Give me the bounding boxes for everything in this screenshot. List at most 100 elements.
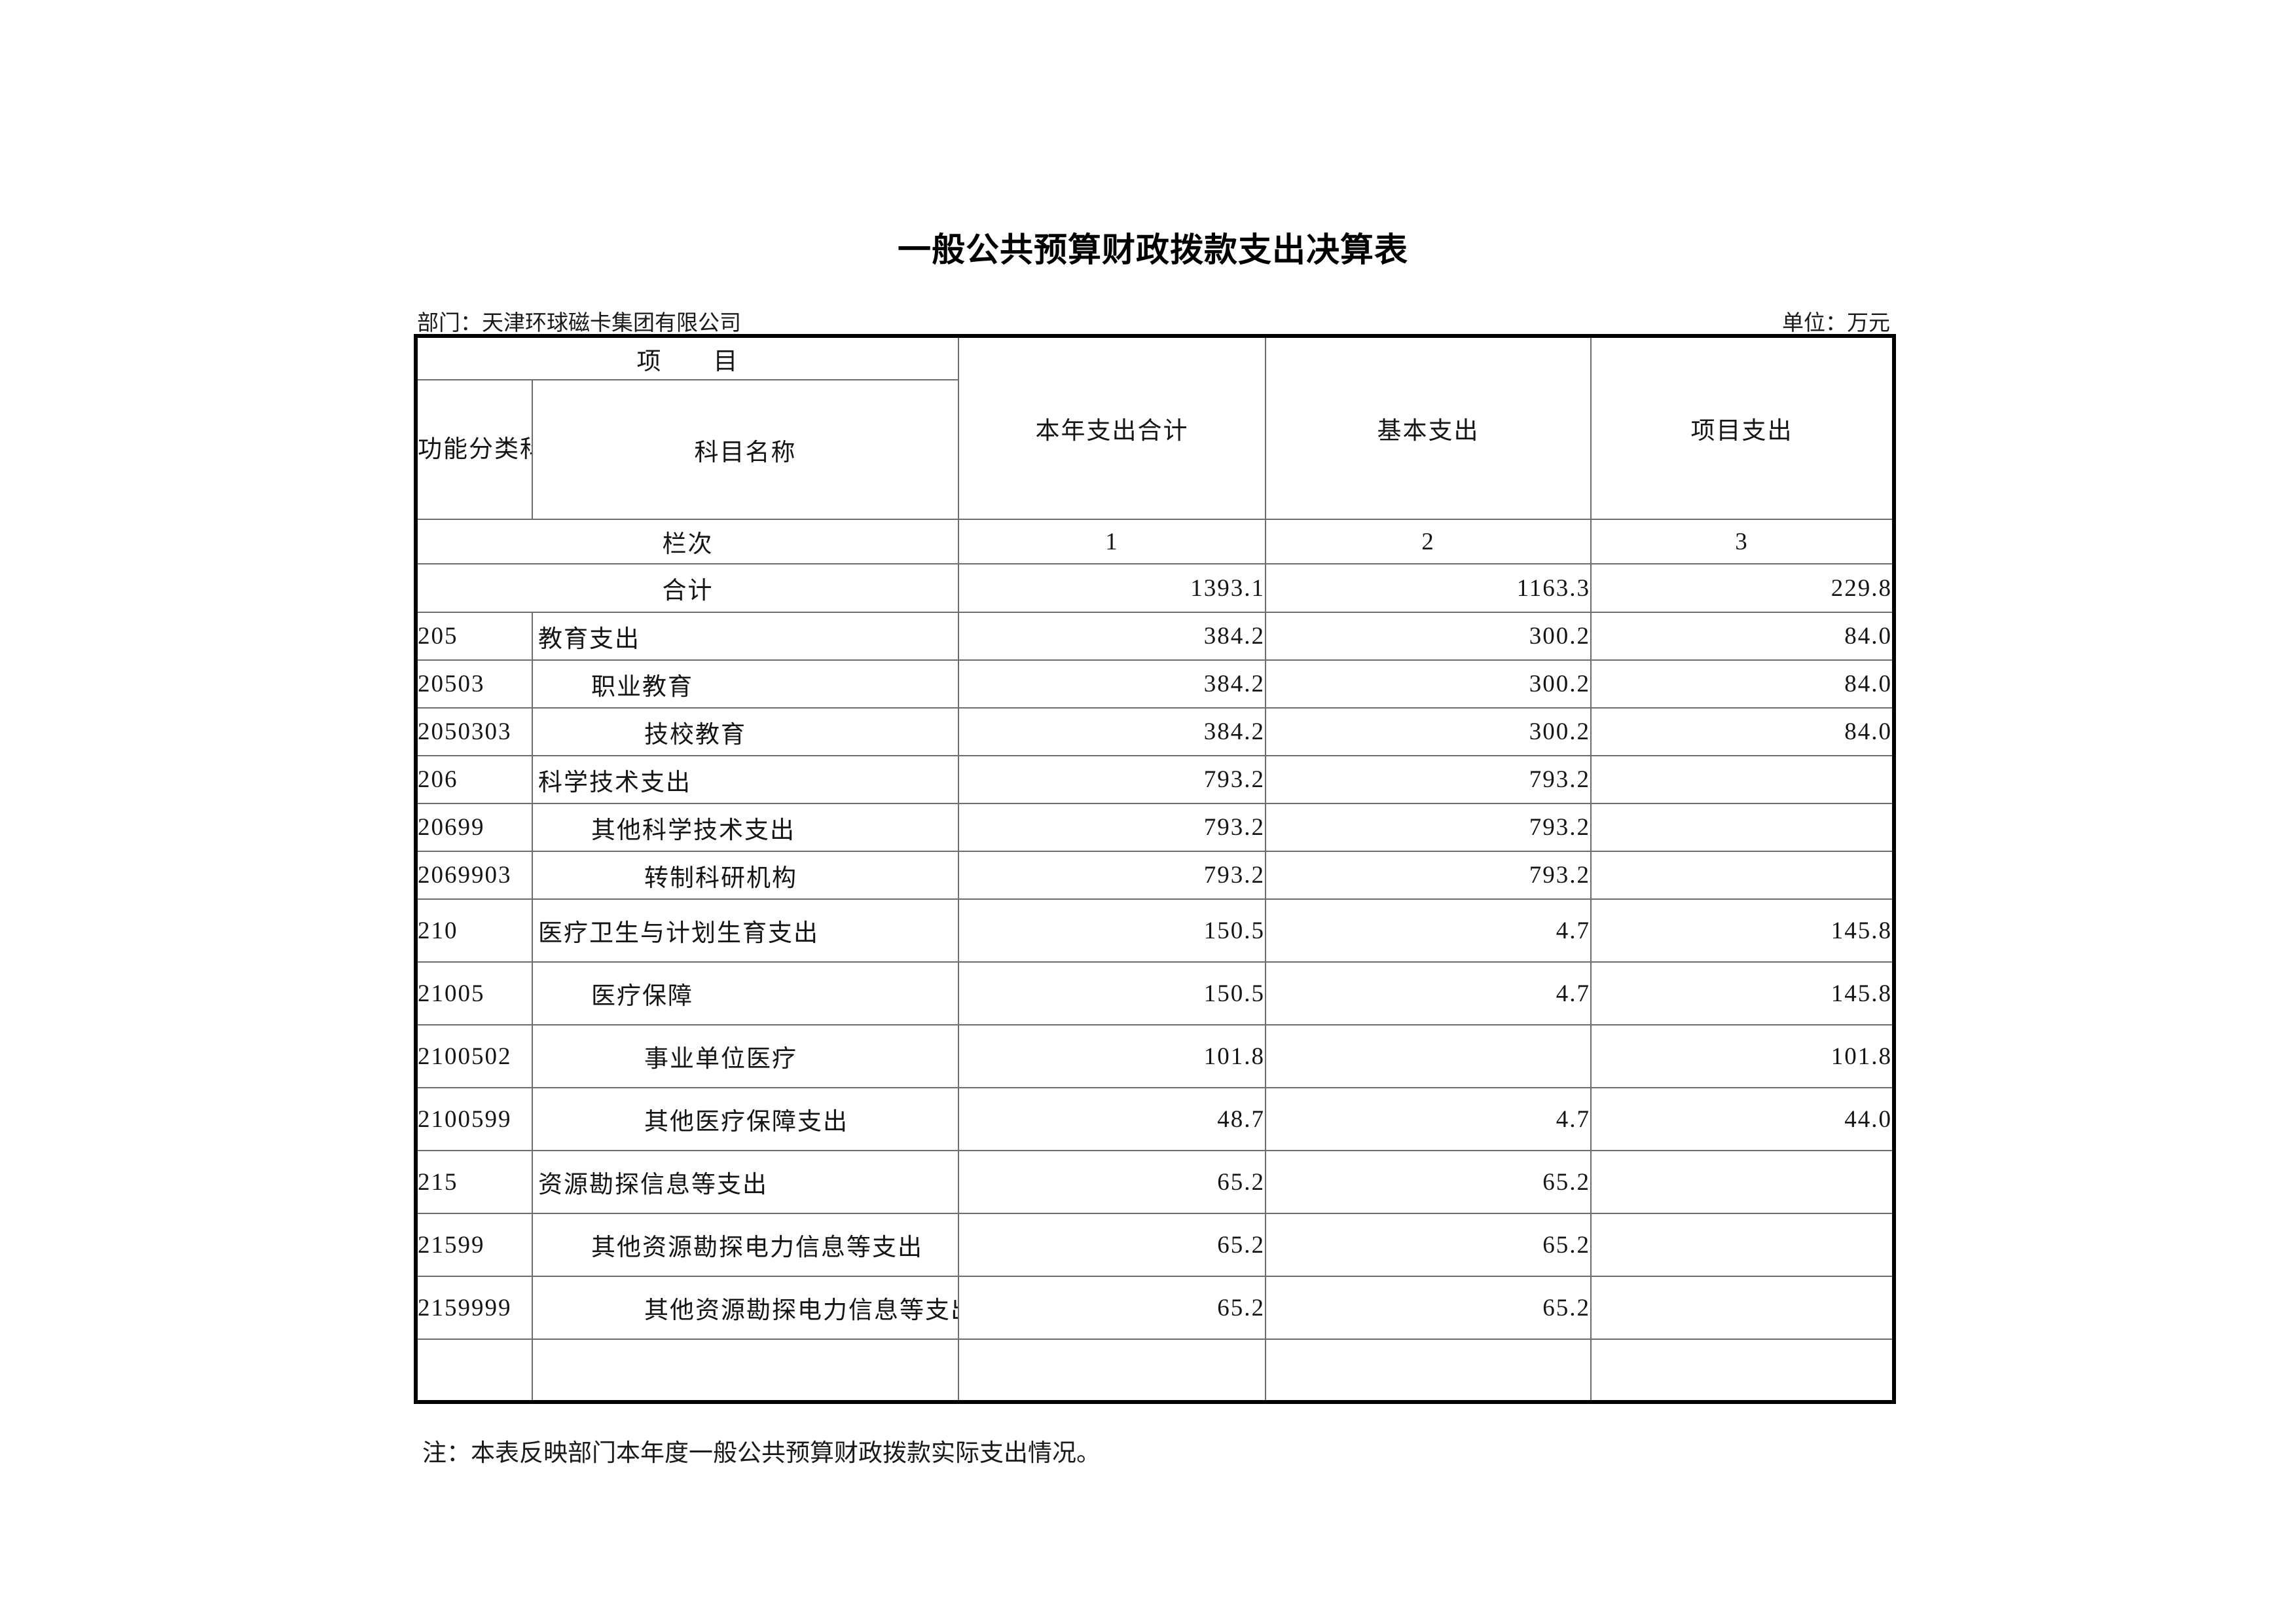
lane-number-1: 1 [958, 519, 1266, 564]
total-cell: 793.2 [958, 755, 1266, 804]
total-cell [958, 1338, 1266, 1403]
name-cell: 医疗卫生与计划生育支出 [532, 898, 959, 963]
table-row: 20503 职业教育 384.2 300.2 84.0 [415, 659, 1895, 709]
table-row: 21005 医疗保障 150.5 4.7 145.8 [415, 961, 1895, 1025]
name-cell: 科学技术支出 [532, 755, 959, 804]
project-cell [1590, 851, 1895, 900]
table-row: 2159999 其他资源勘探电力信息等支出 65.2 65.2 [415, 1276, 1895, 1340]
code-cell: 20503 [415, 659, 533, 709]
lane-number-2: 2 [1265, 519, 1592, 564]
table-row: 2069903 转制科研机构 793.2 793.2 [415, 851, 1895, 900]
col-header-total: 本年支出合计 [958, 335, 1266, 520]
department-label: 部门：天津环球磁卡集团有限公司 [417, 312, 741, 335]
name-cell: 教育支出 [532, 612, 959, 661]
code-cell: 205 [415, 612, 533, 661]
basic-cell [1265, 1338, 1592, 1403]
code-cell: 2100502 [415, 1024, 533, 1088]
table-row-empty [415, 1338, 1895, 1403]
total-cell: 65.2 [958, 1150, 1266, 1214]
code-cell: 21599 [415, 1213, 533, 1277]
code-cell: 215 [415, 1150, 533, 1214]
lane-number-row: 栏次 1 2 3 [415, 519, 1895, 564]
basic-cell: 300.2 [1265, 707, 1592, 756]
basic-cell: 300.2 [1265, 612, 1592, 661]
total-cell: 1393.1 [958, 563, 1266, 613]
code-cell: 2100599 [415, 1087, 533, 1151]
name-cell: 其他科学技术支出 [532, 803, 959, 852]
table-row: 20699 其他科学技术支出 793.2 793.2 [415, 803, 1895, 852]
unit-label: 单位：万元 [1782, 312, 1890, 335]
project-cell: 145.8 [1590, 961, 1895, 1025]
name-cell: 医疗保障 [532, 961, 959, 1025]
table-meta-line: 部门：天津环球磁卡集团有限公司 单位：万元 [417, 305, 1890, 337]
lane-number-3: 3 [1590, 519, 1895, 564]
code-cell: 20699 [415, 803, 533, 852]
total-cell: 793.2 [958, 803, 1266, 852]
name-cell: 其他资源勘探电力信息等支出 [532, 1276, 959, 1340]
project-cell [1590, 803, 1895, 852]
total-cell: 384.2 [958, 659, 1266, 709]
code-cell [415, 1338, 533, 1403]
basic-cell: 1163.3 [1265, 563, 1592, 613]
total-cell: 150.5 [958, 961, 1266, 1025]
table-row: 206 科学技术支出 793.2 793.2 [415, 755, 1895, 804]
code-cell: 2159999 [415, 1276, 533, 1340]
project-cell [1590, 1276, 1895, 1340]
name-cell: 其他医疗保障支出 [532, 1087, 959, 1151]
basic-cell: 300.2 [1265, 659, 1592, 709]
project-cell: 44.0 [1590, 1087, 1895, 1151]
project-cell [1590, 1150, 1895, 1214]
basic-cell: 793.2 [1265, 755, 1592, 804]
basic-cell: 4.7 [1265, 1087, 1592, 1151]
name-cell [532, 1338, 959, 1403]
code-cell: 206 [415, 755, 533, 804]
project-cell: 229.8 [1590, 563, 1895, 613]
total-cell: 384.2 [958, 707, 1266, 756]
basic-cell: 65.2 [1265, 1213, 1592, 1277]
table-row: 2050303 技校教育 384.2 300.2 84.0 [415, 707, 1895, 756]
basic-cell: 4.7 [1265, 961, 1592, 1025]
table-row: 210 医疗卫生与计划生育支出 150.5 4.7 145.8 [415, 898, 1895, 963]
expenditure-table: 项 目 本年支出合计 基本支出 项目支出 功能分类科目编码 科目名称 栏次 1 … [414, 334, 1896, 1404]
header-row-subcolumns: 功能分类科目编码 科目名称 [415, 379, 1894, 520]
project-cell: 84.0 [1590, 659, 1895, 709]
total-cell: 793.2 [958, 851, 1266, 900]
table-row: 2100599 其他医疗保障支出 48.7 4.7 44.0 [415, 1087, 1895, 1151]
name-cell: 事业单位医疗 [532, 1024, 959, 1088]
header-row-project-group: 项 目 本年支出合计 基本支出 项目支出 [415, 335, 1895, 520]
note-text: 注：本表反映部门本年度一般公共预算财政拨款实际支出情况。 [422, 1440, 1101, 1467]
total-cell: 48.7 [958, 1087, 1266, 1151]
project-group-header: 项 目 [415, 335, 959, 380]
project-cell: 84.0 [1590, 707, 1895, 756]
col-header-code: 功能分类科目编码 [415, 379, 533, 520]
name-cell: 资源勘探信息等支出 [532, 1150, 959, 1214]
basic-cell: 4.7 [1265, 898, 1592, 963]
name-cell: 技校教育 [532, 707, 959, 756]
table-row: 2100502 事业单位医疗 101.8 101.8 [415, 1024, 1895, 1088]
total-cell: 65.2 [958, 1213, 1266, 1277]
total-cell: 384.2 [958, 612, 1266, 661]
col-header-basic: 基本支出 [1265, 335, 1592, 520]
table-row: 215 资源勘探信息等支出 65.2 65.2 [415, 1150, 1895, 1214]
name-cell: 职业教育 [532, 659, 959, 709]
col-header-name: 科目名称 [532, 379, 959, 520]
table-row: 21599 其他资源勘探电力信息等支出 65.2 65.2 [415, 1213, 1895, 1277]
code-cell: 210 [415, 898, 533, 963]
project-cell [1590, 1213, 1895, 1277]
basic-cell: 793.2 [1265, 803, 1592, 852]
total-cell: 150.5 [958, 898, 1266, 963]
page-title: 一般公共预算财政拨款支出决算表 [897, 232, 1408, 269]
project-cell [1590, 755, 1895, 804]
basic-cell: 65.2 [1265, 1150, 1592, 1214]
project-cell [1590, 1338, 1895, 1403]
col-header-project: 项目支出 [1590, 335, 1895, 520]
project-cell: 84.0 [1590, 612, 1895, 661]
name-cell: 其他资源勘探电力信息等支出 [532, 1213, 959, 1277]
name-cell: 转制科研机构 [532, 851, 959, 900]
code-cell: 21005 [415, 961, 533, 1025]
basic-cell: 793.2 [1265, 851, 1592, 900]
lane-label: 栏次 [415, 519, 959, 564]
table-row: 205 教育支出 384.2 300.2 84.0 [415, 612, 1895, 661]
total-row: 合计 1393.1 1163.3 229.8 [415, 563, 1895, 613]
